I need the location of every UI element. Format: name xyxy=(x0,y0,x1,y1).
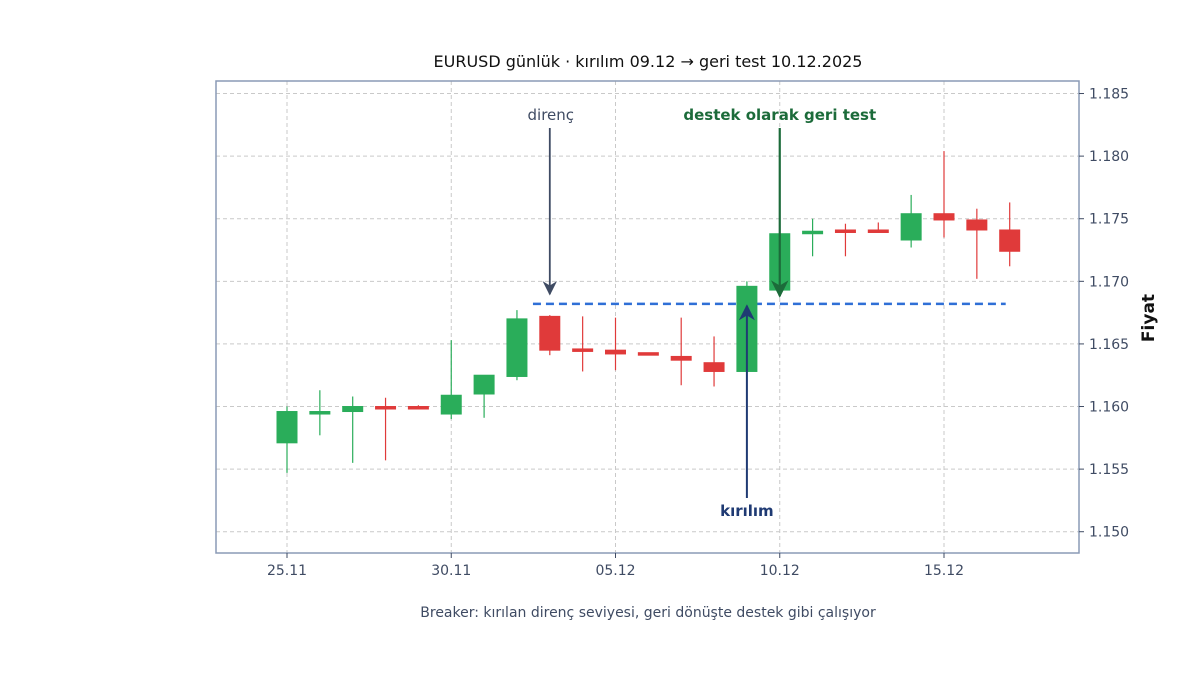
y-tick-label: 1.185 xyxy=(1089,87,1129,103)
candle-body xyxy=(440,394,462,415)
candle-body xyxy=(342,406,364,413)
x-tick-label: 30.11 xyxy=(431,563,471,579)
y-tick-label: 1.155 xyxy=(1089,462,1129,478)
candle-body xyxy=(605,349,626,355)
y-tick-label: 1.160 xyxy=(1089,400,1129,416)
x-tick-label: 10.12 xyxy=(760,563,800,579)
chart-title: EURUSD günlük · kırılım 09.12 → geri tes… xyxy=(434,52,863,71)
bearish-candle xyxy=(572,316,594,372)
candle-body xyxy=(506,318,528,377)
bearish-candle xyxy=(407,405,429,410)
plot-frame xyxy=(215,80,1080,554)
bearish-candle xyxy=(966,208,988,279)
bullish-candle xyxy=(342,396,364,463)
candle-body xyxy=(309,411,331,415)
x-tick-label: 05.12 xyxy=(595,563,635,579)
bearish-candle xyxy=(539,315,561,356)
bullish-candle xyxy=(802,218,824,257)
bullish-candle xyxy=(900,194,922,248)
candle-body xyxy=(572,348,594,352)
y-axis: 1.150 1.155 1.160 1.165 1.170 1.175 1.180 1.185 xyxy=(1079,87,1129,541)
candle-body xyxy=(966,219,988,231)
bullish-candle xyxy=(276,406,298,473)
y-axis-label: Fiyat xyxy=(1139,294,1159,342)
y-tick-label: 1.180 xyxy=(1089,149,1129,165)
bearish-candle xyxy=(834,223,856,257)
candles-layer xyxy=(276,151,1021,473)
candle-body xyxy=(834,229,856,233)
candle-body xyxy=(539,315,561,351)
x-tick-label: 25.11 xyxy=(267,563,307,579)
candle-body xyxy=(867,229,889,233)
y-tick-label: 1.150 xyxy=(1089,525,1129,541)
candle-body xyxy=(473,374,495,395)
bearish-candle xyxy=(670,317,692,386)
bearish-candle xyxy=(637,352,659,356)
breakout-annotation-label: kırılım xyxy=(720,502,774,520)
bullish-candle xyxy=(473,374,495,418)
bearish-candle xyxy=(605,317,626,371)
candle-body xyxy=(802,230,824,235)
candle-body xyxy=(933,213,955,221)
candle-body xyxy=(407,406,429,410)
x-axis-label: Breaker: kırılan direnç seviyesi, geri d… xyxy=(420,605,876,621)
bearish-candle xyxy=(867,222,889,233)
bearish-candle xyxy=(375,397,397,461)
bearish-candle xyxy=(703,336,725,387)
bullish-candle xyxy=(440,340,462,420)
y-tick-label: 1.165 xyxy=(1089,337,1129,353)
y-tick-label: 1.170 xyxy=(1089,274,1129,290)
candle-body xyxy=(670,355,692,361)
x-tick-label: 15.12 xyxy=(924,563,964,579)
candle-body xyxy=(637,352,659,356)
candle-body xyxy=(900,213,922,241)
retest-annotation-label: destek olarak geri test xyxy=(683,106,876,124)
x-axis: 25.11 30.11 05.12 10.12 15.12 xyxy=(267,553,964,579)
candle-body xyxy=(276,411,298,444)
candle-body xyxy=(375,406,397,410)
bullish-candle xyxy=(506,310,528,381)
candle-body xyxy=(999,229,1021,252)
bullish-candle xyxy=(309,390,331,436)
candle-body xyxy=(703,362,725,372)
bearish-candle xyxy=(933,151,955,238)
gridlines xyxy=(216,81,1079,553)
annotations-layer: direnç destek olarak geri test kırılım xyxy=(528,106,877,520)
resistance-annotation-label: direnç xyxy=(528,106,575,124)
y-tick-label: 1.175 xyxy=(1089,212,1129,228)
bearish-candle xyxy=(999,202,1021,267)
